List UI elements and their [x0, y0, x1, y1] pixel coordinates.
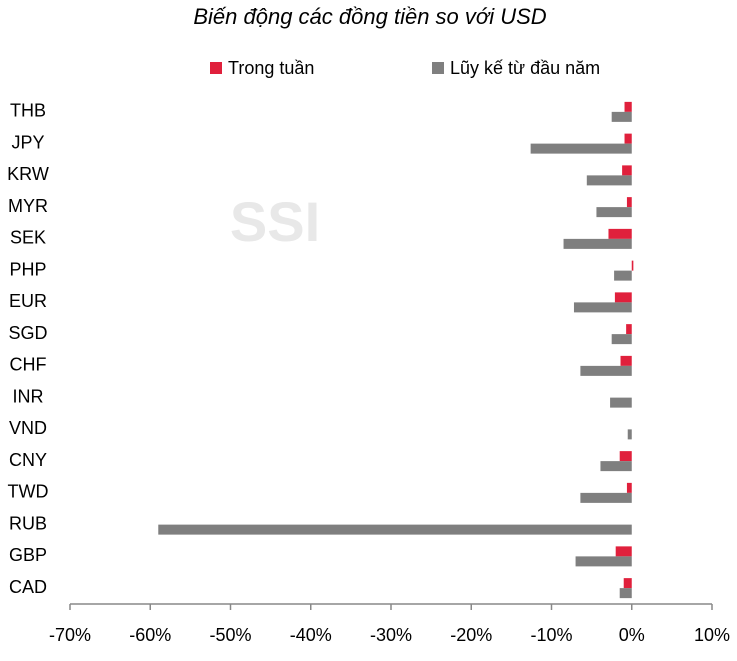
- x-tick-label: -60%: [129, 625, 171, 645]
- bar: [622, 165, 632, 176]
- y-tick-label: TWD: [8, 482, 49, 502]
- bar: [626, 482, 632, 493]
- bar: [611, 334, 632, 345]
- bar: [530, 143, 632, 154]
- bar: [614, 270, 632, 281]
- x-tick-label: 10%: [694, 625, 730, 645]
- bar: [614, 292, 632, 303]
- x-tick-label: -10%: [530, 625, 572, 645]
- y-tick-label: MYR: [8, 196, 48, 216]
- legend-label: Trong tuần: [228, 58, 314, 78]
- bar: [580, 492, 632, 503]
- bar: [586, 175, 632, 186]
- y-tick-label: EUR: [9, 291, 47, 311]
- x-tick-label: -20%: [450, 625, 492, 645]
- legend-swatch: [432, 62, 444, 74]
- y-tick-label: CAD: [9, 577, 47, 597]
- bar: [623, 578, 632, 589]
- legend-label: Lũy kế từ đầu năm: [450, 58, 600, 78]
- bar: [627, 429, 632, 440]
- bar: [619, 588, 632, 599]
- bar: [580, 365, 632, 376]
- y-tick-label: CNY: [9, 450, 47, 470]
- y-tick-label: SGD: [8, 323, 47, 343]
- bar: [626, 324, 632, 335]
- bar: [624, 101, 632, 112]
- legend-swatch: [210, 62, 222, 74]
- y-tick-label: SEK: [10, 228, 46, 248]
- bar: [575, 556, 632, 567]
- bar: [624, 133, 632, 144]
- y-tick-label: THB: [10, 101, 46, 121]
- bar: [573, 302, 632, 313]
- y-tick-label: GBP: [9, 545, 47, 565]
- y-tick-label: KRW: [7, 164, 49, 184]
- y-tick-label: INR: [13, 386, 44, 406]
- y-tick-label: JPY: [11, 132, 44, 152]
- chart-title: Biến động các đồng tiền so với USD: [193, 4, 546, 29]
- bar: [563, 238, 632, 249]
- x-tick-label: -70%: [49, 625, 91, 645]
- y-tick-label: CHF: [10, 355, 47, 375]
- bar: [158, 524, 632, 535]
- bar: [600, 461, 632, 472]
- bar: [626, 197, 632, 208]
- bar: [631, 260, 634, 271]
- bar: [620, 355, 632, 366]
- y-tick-label: RUB: [9, 513, 47, 533]
- bar: [615, 546, 632, 557]
- bar: [608, 228, 632, 239]
- x-tick-label: -40%: [290, 625, 332, 645]
- bar: [596, 207, 632, 218]
- x-tick-label: -50%: [209, 625, 251, 645]
- bar: [611, 111, 632, 122]
- watermark: SSI: [230, 190, 320, 253]
- x-tick-label: -30%: [370, 625, 412, 645]
- bar: [619, 451, 632, 462]
- y-tick-label: VND: [9, 418, 47, 438]
- x-tick-label: 0%: [619, 625, 645, 645]
- y-tick-label: PHP: [9, 259, 46, 279]
- bar: [610, 397, 632, 408]
